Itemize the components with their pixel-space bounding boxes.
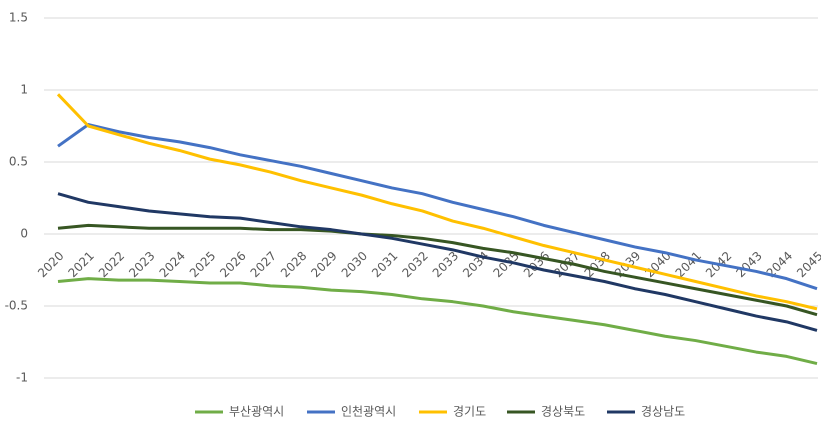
y-tick-label: 1 <box>20 83 28 97</box>
legend-item: 경상북도 <box>507 405 585 419</box>
x-tick-label: 2023 <box>126 249 157 280</box>
x-tick-label: 2026 <box>217 249 248 280</box>
y-tick-label: -0.5 <box>5 299 28 313</box>
x-tick-label: 2032 <box>399 249 430 280</box>
series-line <box>57 223 818 317</box>
legend-label: 부산광역시 <box>229 405 284 419</box>
x-tick-label: 2043 <box>733 249 764 280</box>
series-line <box>57 277 818 366</box>
x-tick-label: 2027 <box>248 249 279 280</box>
legend-item: 경상남도 <box>607 405 685 419</box>
legend-item: 부산광역시 <box>195 405 284 419</box>
x-tick-label: 2021 <box>65 249 96 280</box>
x-tick-label: 2030 <box>339 249 370 280</box>
x-tick-label: 2041 <box>673 249 704 280</box>
series-line <box>56 93 818 311</box>
legend-label: 인천광역시 <box>341 404 396 419</box>
y-tick-label: -1 <box>16 371 28 385</box>
legend-label: 경기도 <box>453 405 486 419</box>
x-tick-label: 2025 <box>187 249 218 280</box>
x-tick-label: 2029 <box>308 249 339 280</box>
legend-label: 경상남도 <box>641 405 685 419</box>
series-line <box>57 192 818 332</box>
x-tick-label: 2020 <box>35 249 66 280</box>
series-line <box>57 123 818 291</box>
legend-item: 인천광역시 <box>307 404 396 419</box>
x-tick-label: 2038 <box>582 249 613 280</box>
y-tick-label: 0 <box>20 227 28 241</box>
y-tick-label: 1.5 <box>9 11 28 25</box>
y-tick-label: 0.5 <box>9 155 28 169</box>
x-tick-label: 2045 <box>794 249 821 280</box>
x-tick-label: 2022 <box>96 249 127 280</box>
x-tick-label: 2033 <box>430 249 461 280</box>
x-tick-label: 2031 <box>369 249 400 280</box>
x-tick-label: 2028 <box>278 249 309 280</box>
x-tick-label: 2024 <box>157 249 188 280</box>
legend-label: 경상북도 <box>541 405 585 419</box>
legend-item: 경기도 <box>419 405 486 419</box>
